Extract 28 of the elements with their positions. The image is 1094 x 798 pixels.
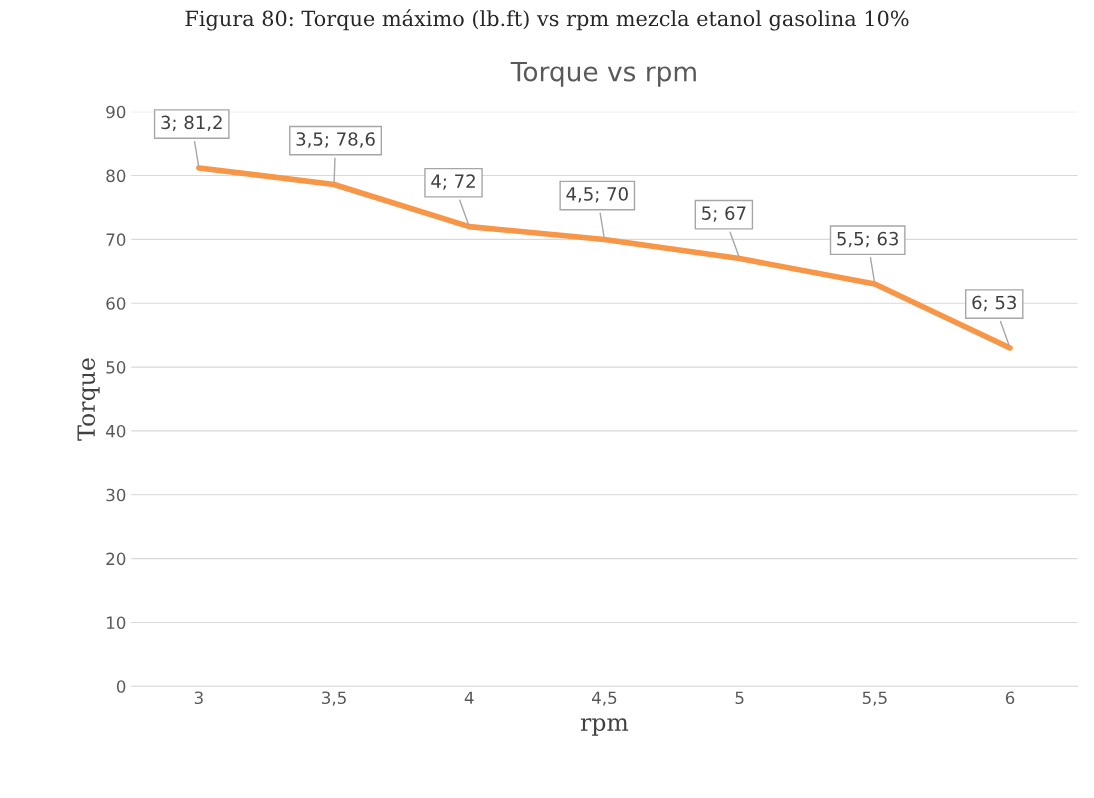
chart-title: Torque vs rpm bbox=[510, 61, 696, 87]
y-axis-title: Torque bbox=[77, 358, 100, 441]
data-label: 5,5; 63 bbox=[837, 231, 898, 248]
y-tick-label: 30 bbox=[106, 488, 126, 502]
y-tick-label: 90 bbox=[106, 105, 126, 119]
y-tick-label: 10 bbox=[107, 616, 126, 630]
x-tick-label: 5,5 bbox=[862, 691, 887, 706]
x-tick-label: 3 bbox=[194, 691, 203, 705]
y-tick-label: 0 bbox=[116, 680, 126, 693]
data-label: 4; 72 bbox=[431, 174, 475, 190]
data-label: 3; 81,2 bbox=[161, 115, 222, 132]
x-axis-title: rpm bbox=[580, 718, 629, 736]
y-tick-label: 50 bbox=[106, 361, 126, 374]
x-tick-label: 5 bbox=[735, 691, 744, 705]
x-tick-label: 6 bbox=[1005, 691, 1015, 705]
data-label: 4,5; 70 bbox=[566, 187, 628, 203]
y-tick-label: 20 bbox=[106, 552, 126, 566]
data-label: 3,5; 78,6 bbox=[296, 132, 375, 148]
data-label: 6; 53 bbox=[972, 295, 1016, 312]
x-tick-label: 4,5 bbox=[592, 691, 617, 706]
x-tick-label: 4 bbox=[464, 691, 474, 704]
y-tick-label: 80 bbox=[106, 169, 126, 183]
text: Figura 80: Torque máximo (lb.ft) vs rpm mezcla etanol gasolina 10% bbox=[185, 9, 909, 31]
data-label: 5; 67 bbox=[702, 206, 746, 222]
x-tick-label: 3,5 bbox=[322, 691, 346, 706]
y-tick-label: 40 bbox=[106, 424, 126, 438]
y-tick-label: 70 bbox=[106, 233, 126, 246]
y-tick-label: 60 bbox=[106, 297, 126, 310]
